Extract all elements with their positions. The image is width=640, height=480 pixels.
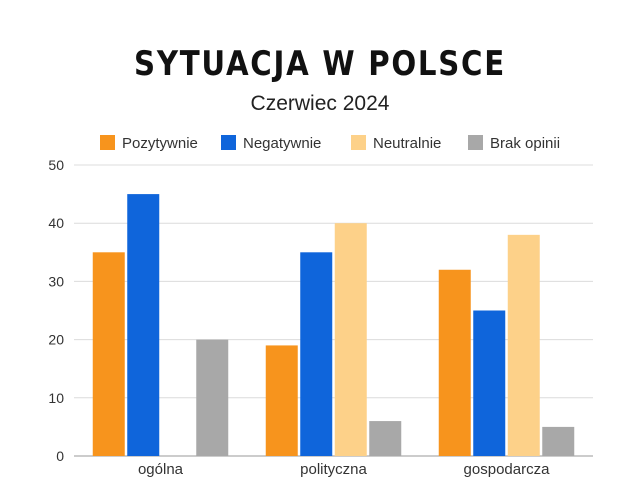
y-tick-label: 10 bbox=[48, 390, 64, 406]
bar bbox=[300, 252, 333, 456]
legend-label: Negatywnie bbox=[243, 135, 321, 152]
chart-subtitle: Czerwiec 2024 bbox=[250, 92, 390, 115]
y-tick-label: 0 bbox=[56, 448, 64, 464]
bar bbox=[369, 421, 402, 456]
bar bbox=[127, 194, 160, 456]
bar bbox=[473, 310, 506, 456]
legend-label: Brak opinii bbox=[490, 135, 560, 152]
y-tick-label: 20 bbox=[48, 332, 64, 348]
bar bbox=[196, 339, 229, 456]
y-tick-label: 50 bbox=[48, 157, 64, 173]
x-tick-label: ogólna bbox=[138, 461, 184, 478]
chart-title: SYTUACJA W POLSCE bbox=[134, 44, 506, 84]
bar bbox=[507, 234, 540, 456]
legend-label: Neutralnie bbox=[373, 135, 441, 152]
x-tick-label: gospodarcza bbox=[464, 461, 551, 478]
bar bbox=[438, 269, 471, 456]
y-tick-label: 40 bbox=[48, 215, 64, 231]
legend-swatch bbox=[351, 135, 366, 150]
bar bbox=[542, 426, 575, 456]
legend-swatch bbox=[468, 135, 483, 150]
bar bbox=[92, 252, 125, 456]
y-tick-label: 30 bbox=[48, 273, 64, 289]
legend-swatch bbox=[100, 135, 115, 150]
legend-swatch bbox=[221, 135, 236, 150]
bar bbox=[265, 345, 298, 456]
legend-label: Pozytywnie bbox=[122, 135, 198, 152]
bar bbox=[334, 223, 367, 456]
x-tick-label: polityczna bbox=[300, 461, 367, 478]
